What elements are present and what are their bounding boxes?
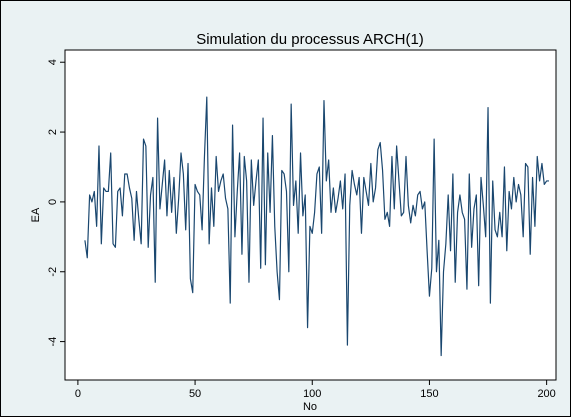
x-tick-label: 200	[537, 388, 555, 400]
x-tick-label: 50	[189, 388, 201, 400]
y-tick-label: -2	[47, 267, 59, 277]
x-tick-label: 100	[303, 388, 321, 400]
data-line	[84, 96, 549, 357]
y-tick-label: -4	[47, 337, 59, 347]
x-axis-label: No	[303, 401, 317, 413]
y-tick-label: 0	[47, 199, 59, 205]
x-tick-label: 150	[420, 388, 438, 400]
y-axis-label: EA	[30, 207, 42, 222]
y-tick-label: 4	[47, 59, 59, 65]
x-tick-label: 0	[75, 388, 81, 400]
chart-title: Simulation du processus ARCH(1)	[196, 31, 424, 48]
y-tick-label: 2	[47, 129, 59, 135]
